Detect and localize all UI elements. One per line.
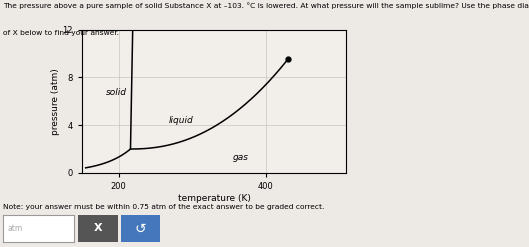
Text: ↺: ↺ (135, 222, 146, 235)
Y-axis label: pressure (atm): pressure (atm) (51, 68, 60, 135)
Text: X: X (94, 224, 103, 233)
Text: liquid: liquid (169, 116, 194, 125)
Text: The pressure above a pure sample of solid Substance X at –103. °C is lowered. At: The pressure above a pure sample of soli… (3, 2, 529, 9)
Text: solid: solid (106, 88, 127, 97)
Text: gas: gas (233, 153, 249, 162)
Text: Note: your answer must be within 0.75 atm of the exact answer to be graded corre: Note: your answer must be within 0.75 at… (3, 204, 324, 210)
Text: of X below to find your answer.: of X below to find your answer. (3, 30, 118, 36)
Text: atm: atm (7, 224, 23, 233)
X-axis label: temperature (K): temperature (K) (178, 194, 251, 203)
